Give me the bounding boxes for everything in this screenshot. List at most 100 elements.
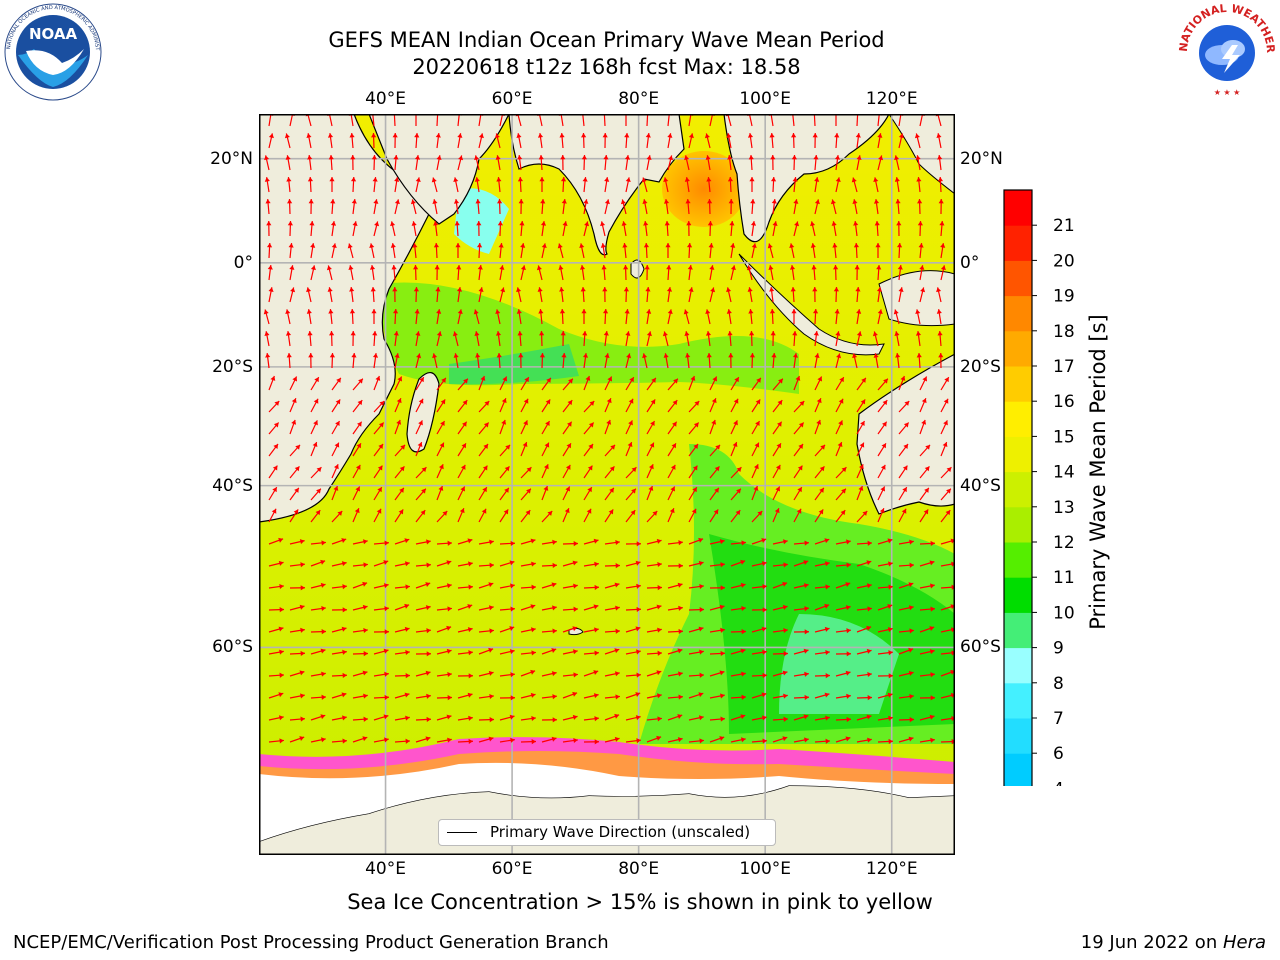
wave-arrow [331, 538, 347, 545]
wave-arrow [814, 487, 825, 501]
wave-arrow [664, 220, 670, 237]
wave-arrow [499, 714, 515, 721]
wave-arrow [919, 465, 930, 479]
legend-line-swatch [447, 832, 477, 833]
wave-arrow [415, 488, 427, 501]
wave-arrow [581, 154, 587, 171]
wave-arrow [559, 133, 565, 149]
wave-arrow [394, 509, 404, 523]
wave-arrow [877, 650, 893, 656]
wave-arrow [541, 377, 552, 391]
wave-arrow [372, 330, 378, 347]
wave-arrow [856, 420, 866, 435]
wave-arrow [352, 716, 369, 722]
wave-arrow [646, 155, 652, 171]
wave-arrow [667, 628, 684, 635]
wave-arrow [457, 604, 473, 611]
wave-arrow [730, 376, 740, 391]
wave-arrow [873, 199, 880, 215]
wave-arrow [582, 330, 588, 347]
wave-arrow [267, 265, 273, 281]
wave-arrow [394, 199, 400, 215]
wave-arrow [499, 672, 515, 678]
wave-arrow [285, 309, 291, 325]
wave-arrow [940, 584, 955, 590]
wave-arrow [939, 221, 945, 237]
wave-arrow [499, 265, 505, 281]
wave-arrow [856, 714, 872, 721]
wave-arrow [453, 353, 459, 369]
wave-arrow [520, 669, 536, 677]
wave-arrow [436, 464, 444, 479]
wave-arrow [667, 563, 684, 569]
wave-arrow [268, 626, 284, 633]
wave-arrow [917, 198, 923, 215]
wave-arrow [709, 509, 719, 523]
wave-arrow [835, 562, 851, 568]
wave-arrow [898, 628, 914, 634]
wave-arrow [436, 625, 452, 633]
wave-arrow [352, 539, 368, 545]
wave-arrow [625, 672, 641, 678]
wave-arrow [705, 309, 711, 325]
colorbar-tick-1: 4 [1053, 779, 1064, 786]
wave-arrow [308, 352, 314, 369]
wave-arrow [328, 154, 334, 171]
wave-arrow [520, 243, 526, 259]
wave-arrow [436, 671, 452, 678]
wave-arrow [856, 583, 872, 589]
wave-arrow [289, 627, 305, 633]
wave-arrow [415, 353, 422, 369]
colorbar-swatch-17 [1004, 190, 1032, 226]
wave-arrow [646, 627, 662, 633]
wave-arrow [328, 309, 334, 325]
wave-arrow [602, 132, 608, 149]
wave-arrow [856, 560, 872, 567]
wave-arrow [373, 629, 390, 635]
wave-arrow [520, 739, 537, 745]
wave-arrow [751, 464, 759, 479]
wave-arrow [688, 133, 694, 149]
wave-arrow [685, 353, 691, 369]
wave-arrow [877, 692, 893, 699]
wave-arrow [436, 606, 452, 612]
wave-arrow [394, 465, 405, 479]
wave-arrow [915, 309, 921, 325]
wave-arrow [561, 353, 567, 369]
wave-arrow [499, 444, 511, 457]
wave-arrow [705, 155, 711, 171]
wave-arrow [268, 583, 284, 590]
wave-arrow [620, 199, 627, 215]
wave-arrow [477, 265, 483, 281]
wave-arrow [770, 154, 776, 171]
wave-arrow [373, 648, 389, 655]
wave-arrow [604, 539, 620, 546]
wave-arrow [415, 420, 423, 435]
svg-text:★ ★ ★: ★ ★ ★ [1214, 88, 1241, 97]
wave-arrow [541, 485, 549, 501]
wave-arrow [495, 331, 502, 347]
wave-arrow [914, 133, 921, 149]
wave-arrow [793, 671, 809, 677]
wave-arrow [687, 265, 693, 281]
land-borneo [878, 270, 955, 327]
wave-arrow [793, 560, 809, 567]
land-arabia [368, 114, 510, 225]
wave-arrow [940, 398, 949, 413]
wave-arrow [751, 672, 768, 679]
wave-arrow [604, 376, 613, 391]
wave-arrow [751, 738, 767, 744]
wave-arrow [709, 265, 715, 281]
wave-arrow [520, 561, 536, 567]
colorbar-tick-13: 17 [1053, 357, 1075, 377]
wave-arrow [329, 177, 335, 192]
wave-arrow [898, 486, 908, 501]
wave-arrow [455, 243, 461, 258]
wave-arrow [352, 464, 361, 479]
wave-arrow [893, 309, 900, 325]
period-zone-arabian-sea [454, 188, 509, 254]
wave-arrow [642, 353, 648, 369]
wave-arrow [813, 155, 819, 171]
colorbar-tick-6: 10 [1053, 603, 1075, 623]
wave-arrow [814, 715, 830, 721]
